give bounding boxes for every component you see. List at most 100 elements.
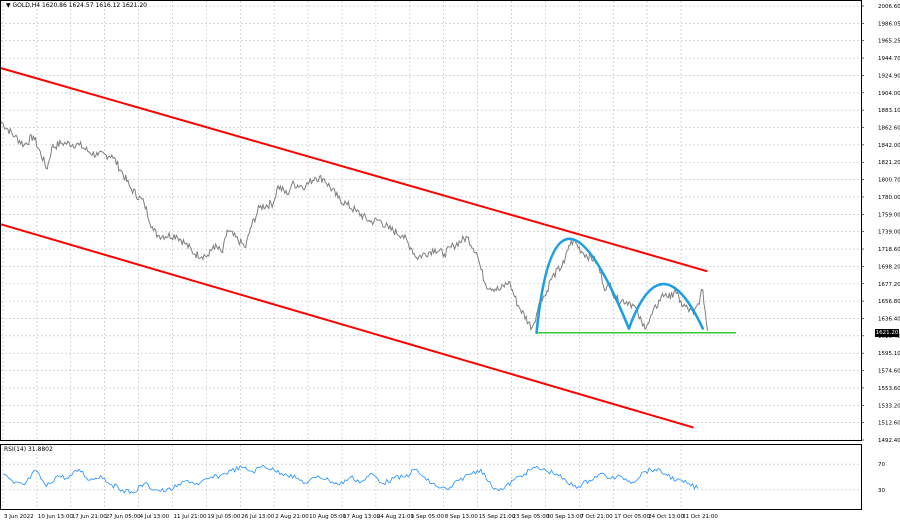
price-point (628, 301, 630, 303)
y-tick-label: 1944.70 (878, 56, 900, 62)
price-point (111, 154, 113, 156)
x-tick-label: 3 Jun 2022 (4, 514, 34, 520)
y-tick-label: 1821.20 (878, 160, 900, 166)
y-tick-label: 1698.20 (878, 264, 900, 270)
price-point (568, 245, 570, 247)
price-point (415, 257, 418, 259)
price-point (388, 228, 390, 230)
channel-upper-line (0, 67, 708, 273)
y-tick-label: 1759.00 (878, 212, 900, 218)
price-point (78, 144, 81, 146)
rsi-series-line (2, 465, 699, 495)
price-point (549, 279, 552, 281)
price-point (272, 202, 274, 204)
y-tick-label: 1533.20 (878, 403, 900, 409)
y-tick-label: 1986.05 (878, 21, 900, 27)
price-point (605, 289, 607, 291)
price-point (226, 229, 228, 231)
x-tick-label: 17 Oct 05:00 (614, 514, 650, 520)
x-tick-label: 24 Aug 21:00 (377, 514, 415, 520)
price-point (305, 185, 307, 187)
y-tick-label: 2006.60 (878, 4, 900, 10)
x-tick-label: 17 Aug 13:00 (343, 514, 381, 520)
rsi-plot-border (0, 444, 862, 510)
last-price-tag: 1621.20 (875, 329, 899, 337)
y-tick-label: 1677.20 (878, 282, 900, 288)
price-point (637, 313, 639, 315)
x-tick-label: 23 Sep 05:00 (513, 514, 550, 520)
price-point (120, 169, 122, 172)
price-point (355, 210, 358, 213)
price-point (249, 228, 251, 230)
price-point (466, 236, 468, 238)
y-tick-label: 1965.25 (878, 39, 900, 45)
x-tick-label: 2 Aug 21:00 (275, 514, 309, 520)
y-tick-label: 1492.40 (878, 438, 900, 444)
price-point (369, 221, 371, 223)
shoulder-arc (627, 283, 705, 330)
price-point (378, 219, 381, 221)
x-tick-label: 30 Sep 13:00 (546, 514, 583, 520)
price-point (258, 206, 261, 208)
y-tick-label: 1636.40 (878, 316, 900, 322)
y-tick-label: 1553.60 (878, 386, 900, 392)
x-tick-label: 27 Jun 05:00 (106, 514, 141, 520)
price-point (286, 193, 288, 196)
price-point (152, 229, 154, 231)
price-point (323, 178, 325, 180)
price-point (402, 234, 404, 237)
price-point (411, 248, 413, 250)
x-tick-label: 4 Jul 13:00 (140, 514, 170, 520)
price-point (65, 142, 67, 144)
price-point (706, 329, 708, 331)
price-point (314, 176, 316, 178)
x-tick-label: 10 Jun 13:00 (38, 514, 73, 520)
price-point (46, 168, 48, 170)
price-point (452, 245, 455, 247)
y-tick-label: 1924.90 (878, 73, 900, 79)
price-point (508, 280, 510, 283)
rsi-layer (2, 465, 699, 495)
x-tick-label: 15 Sep 21:00 (479, 514, 516, 520)
price-point (143, 202, 145, 204)
price-point (646, 323, 648, 325)
price-point (60, 142, 62, 144)
price-point (245, 246, 247, 248)
price-point (679, 301, 681, 303)
y-tick-label: 1718.60 (878, 247, 900, 253)
price-point (563, 262, 565, 264)
price-point (185, 243, 187, 245)
grid-lines (1, 1, 861, 509)
x-tick-label: 31 Oct 21:00 (682, 514, 718, 520)
price-point (14, 135, 16, 138)
price-point (545, 294, 547, 296)
head-arc (535, 237, 631, 335)
x-tick-label: 19 Jul 05:00 (207, 514, 240, 520)
price-point (23, 144, 25, 146)
y-tick-label: 1904.00 (878, 91, 900, 97)
price-point (51, 146, 53, 149)
price-point (208, 255, 210, 257)
y-tick-label: 1656.80 (878, 299, 900, 305)
price-point (499, 289, 501, 291)
y-tick-label: 1862.60 (878, 126, 900, 132)
price-point (277, 185, 279, 187)
price-point (660, 296, 662, 298)
price-point (434, 248, 436, 250)
price-point (609, 282, 612, 284)
y-tick-label: 1512.60 (878, 421, 900, 427)
price-point (32, 135, 34, 138)
price-point (582, 251, 584, 254)
x-tick-label: 17 Jun 21:00 (72, 514, 107, 520)
price-point (531, 327, 533, 329)
x-tick-label: 26 Jul 13:00 (241, 514, 274, 520)
price-point (642, 325, 644, 327)
pattern-layer (535, 237, 736, 335)
x-tick-label: 1 Sep 05:00 (411, 514, 445, 520)
price-point (129, 187, 131, 189)
x-tick-label: 11 Jul 21:00 (174, 514, 207, 520)
y-tick-label: 1800.70 (878, 178, 900, 184)
price-point (480, 268, 482, 271)
price-point (346, 204, 348, 206)
